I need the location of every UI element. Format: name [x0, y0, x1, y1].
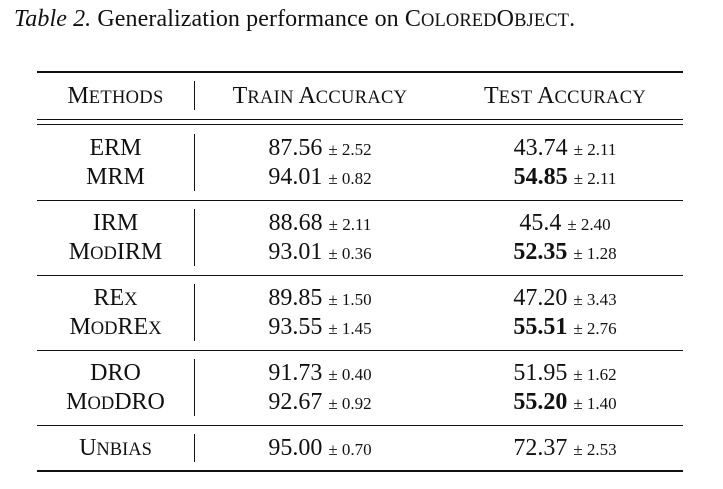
- method-cell: DRO: [90, 360, 141, 386]
- train-accuracy-cell: 94.01 ± 0.82: [268, 164, 372, 190]
- group-divider-1: [194, 134, 196, 191]
- group-divider-5: [194, 434, 196, 462]
- header-train-accuracy: Train Accuracy: [232, 83, 408, 109]
- train-accuracy-cell: 93.55 ± 1.45: [268, 314, 372, 340]
- group-divider-2: [194, 209, 196, 266]
- test-accuracy-cell: 45.4 ± 2.40: [519, 210, 611, 236]
- group-divider-3: [194, 284, 196, 341]
- header-divider: [194, 81, 196, 110]
- group-rule-3: [37, 350, 683, 352]
- train-accuracy-cell: 93.01 ± 0.36: [268, 239, 372, 265]
- train-accuracy-cell: 92.67 ± 0.92: [268, 389, 372, 415]
- caption-period: .: [569, 6, 576, 32]
- group-rule-2: [37, 275, 683, 277]
- test-accuracy-cell: 47.20 ± 3.43: [513, 285, 617, 311]
- method-cell: MRM: [86, 164, 145, 190]
- train-accuracy-cell: 87.56 ± 2.52: [268, 135, 372, 161]
- table-caption: Table 2. Generalization performance on C…: [14, 6, 575, 33]
- header-methods: Methods: [67, 83, 164, 109]
- test-accuracy-cell: 43.74 ± 2.11: [513, 135, 617, 161]
- train-accuracy-cell: 89.85 ± 1.50: [268, 285, 372, 311]
- test-accuracy-cell: 72.37 ± 2.53: [513, 435, 617, 461]
- header-test-accuracy: Test Accuracy: [483, 83, 647, 109]
- group-rule-1: [37, 200, 683, 202]
- method-cell: IRM: [92, 210, 139, 236]
- method-cell: ModDRO: [66, 389, 165, 415]
- bottom-rule: [37, 470, 683, 472]
- group-divider-4: [194, 359, 196, 416]
- method-cell: REx: [93, 285, 138, 311]
- test-accuracy-cell: 55.20 ± 1.40: [513, 389, 617, 415]
- method-cell: ERM: [89, 135, 142, 161]
- method-cell: ModIRM: [68, 239, 163, 265]
- method-cell: ModREx: [69, 314, 162, 340]
- test-accuracy-cell: 55.51 ± 2.76: [513, 314, 617, 340]
- train-accuracy-cell: 95.00 ± 0.70: [268, 435, 372, 461]
- caption-text: Generalization performance on: [97, 6, 399, 32]
- train-accuracy-cell: 88.68 ± 2.11: [268, 210, 372, 236]
- test-accuracy-cell: 54.85 ± 2.11: [513, 164, 617, 190]
- top-rule: [37, 71, 683, 73]
- test-accuracy-cell: 51.95 ± 1.62: [513, 360, 617, 386]
- header-rule-2: [37, 124, 683, 126]
- header-rule-1: [37, 119, 683, 121]
- test-accuracy-cell: 52.35 ± 1.28: [513, 239, 617, 265]
- caption-dataset: ColoredObject: [404, 6, 570, 32]
- method-cell: Unbias: [79, 435, 152, 461]
- group-rule-4: [37, 425, 683, 427]
- train-accuracy-cell: 91.73 ± 0.40: [268, 360, 372, 386]
- caption-label: Table 2.: [14, 6, 92, 32]
